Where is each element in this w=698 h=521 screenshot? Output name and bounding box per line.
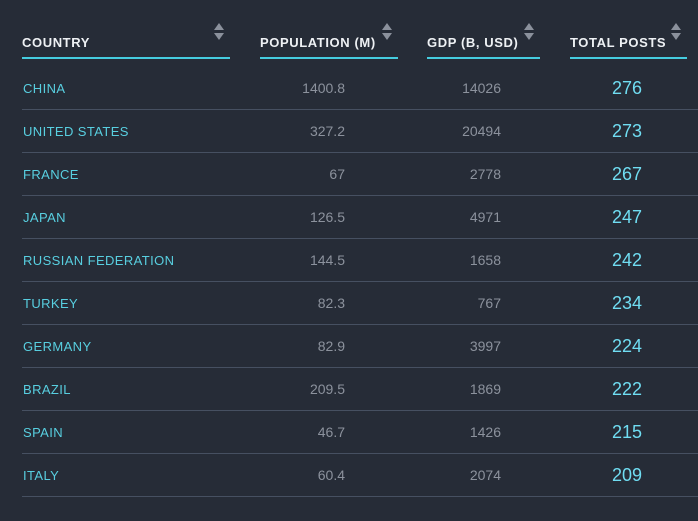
table-row: FRANCE 67 2778 267 bbox=[22, 153, 698, 196]
total-posts-cell: 267 bbox=[611, 163, 642, 184]
total-posts-cell: 247 bbox=[611, 206, 642, 227]
population-cell: 327.2 bbox=[309, 123, 345, 139]
population-cell: 46.7 bbox=[317, 424, 345, 440]
sort-up-arrow-icon bbox=[382, 23, 392, 30]
gdp-cell: 4971 bbox=[469, 209, 501, 225]
column-header-label: COUNTRY bbox=[22, 35, 90, 50]
sort-icon[interactable] bbox=[214, 23, 224, 40]
total-posts-cell: 276 bbox=[611, 77, 642, 98]
table-row: UNITED STATES 327.2 20494 273 bbox=[22, 110, 698, 153]
population-cell: 209.5 bbox=[309, 381, 345, 397]
country-cell: ITALY bbox=[23, 467, 60, 483]
sort-down-arrow-icon bbox=[524, 33, 534, 40]
sort-down-arrow-icon bbox=[671, 33, 681, 40]
column-header-label: TOTAL POSTS bbox=[570, 35, 667, 50]
gdp-cell: 1869 bbox=[469, 381, 501, 397]
column-header-total-posts[interactable]: TOTAL POSTS bbox=[570, 0, 687, 59]
population-cell: 1400.8 bbox=[302, 80, 345, 96]
gdp-cell: 14026 bbox=[462, 80, 501, 96]
column-header-label: GDP (B, USD) bbox=[427, 35, 519, 50]
table-row: JAPAN 126.5 4971 247 bbox=[22, 196, 698, 239]
table-row: CHINA 1400.8 14026 276 bbox=[22, 67, 698, 110]
table-row: BRAZIL 209.5 1869 222 bbox=[22, 368, 698, 411]
header-spacer bbox=[22, 59, 698, 67]
total-posts-cell: 224 bbox=[611, 335, 642, 356]
sort-down-arrow-icon bbox=[382, 33, 392, 40]
sort-up-arrow-icon bbox=[524, 23, 534, 30]
population-cell: 82.3 bbox=[317, 295, 345, 311]
column-header-population[interactable]: POPULATION (M) bbox=[260, 0, 398, 59]
sort-up-arrow-icon bbox=[671, 23, 681, 30]
gdp-cell: 2778 bbox=[469, 166, 501, 182]
population-cell: 82.9 bbox=[317, 338, 345, 354]
country-stats-table: COUNTRY POPULATION (M) GDP (B, USD) TOTA… bbox=[22, 0, 698, 497]
population-cell: 126.5 bbox=[309, 209, 345, 225]
country-cell: UNITED STATES bbox=[23, 123, 129, 139]
table-row: SPAIN 46.7 1426 215 bbox=[22, 411, 698, 454]
country-cell: SPAIN bbox=[23, 424, 64, 440]
gdp-cell: 767 bbox=[477, 295, 501, 311]
table-row: ITALY 60.4 2074 209 bbox=[22, 454, 698, 497]
country-cell: TURKEY bbox=[23, 295, 79, 311]
total-posts-cell: 234 bbox=[611, 292, 642, 313]
table-row: RUSSIAN FEDERATION 144.5 1658 242 bbox=[22, 239, 698, 282]
table-row: GERMANY 82.9 3997 224 bbox=[22, 325, 698, 368]
sort-up-arrow-icon bbox=[214, 23, 224, 30]
gdp-cell: 3997 bbox=[469, 338, 501, 354]
country-cell: RUSSIAN FEDERATION bbox=[23, 252, 175, 268]
total-posts-cell: 242 bbox=[611, 249, 642, 270]
sort-down-arrow-icon bbox=[214, 33, 224, 40]
table-row: TURKEY 82.3 767 234 bbox=[22, 282, 698, 325]
gdp-cell: 20494 bbox=[462, 123, 501, 139]
country-cell: GERMANY bbox=[23, 338, 92, 354]
population-cell: 67 bbox=[329, 166, 345, 182]
column-header-label: POPULATION (M) bbox=[260, 35, 376, 50]
total-posts-cell: 215 bbox=[611, 421, 642, 442]
country-cell: CHINA bbox=[23, 80, 66, 96]
column-header-country[interactable]: COUNTRY bbox=[22, 0, 230, 59]
sort-icon[interactable] bbox=[671, 23, 681, 40]
column-header-gdp[interactable]: GDP (B, USD) bbox=[427, 0, 540, 59]
total-posts-cell: 222 bbox=[611, 378, 642, 399]
gdp-cell: 2074 bbox=[469, 467, 501, 483]
sort-icon[interactable] bbox=[382, 23, 392, 40]
country-cell: FRANCE bbox=[23, 166, 79, 182]
country-cell: BRAZIL bbox=[23, 381, 71, 397]
population-cell: 144.5 bbox=[309, 252, 345, 268]
table-header: COUNTRY POPULATION (M) GDP (B, USD) TOTA… bbox=[22, 0, 698, 59]
population-cell: 60.4 bbox=[317, 467, 345, 483]
gdp-cell: 1426 bbox=[469, 424, 501, 440]
gdp-cell: 1658 bbox=[469, 252, 501, 268]
sort-icon[interactable] bbox=[524, 23, 534, 40]
total-posts-cell: 209 bbox=[611, 464, 642, 485]
country-cell: JAPAN bbox=[23, 209, 66, 225]
total-posts-cell: 273 bbox=[611, 120, 642, 141]
